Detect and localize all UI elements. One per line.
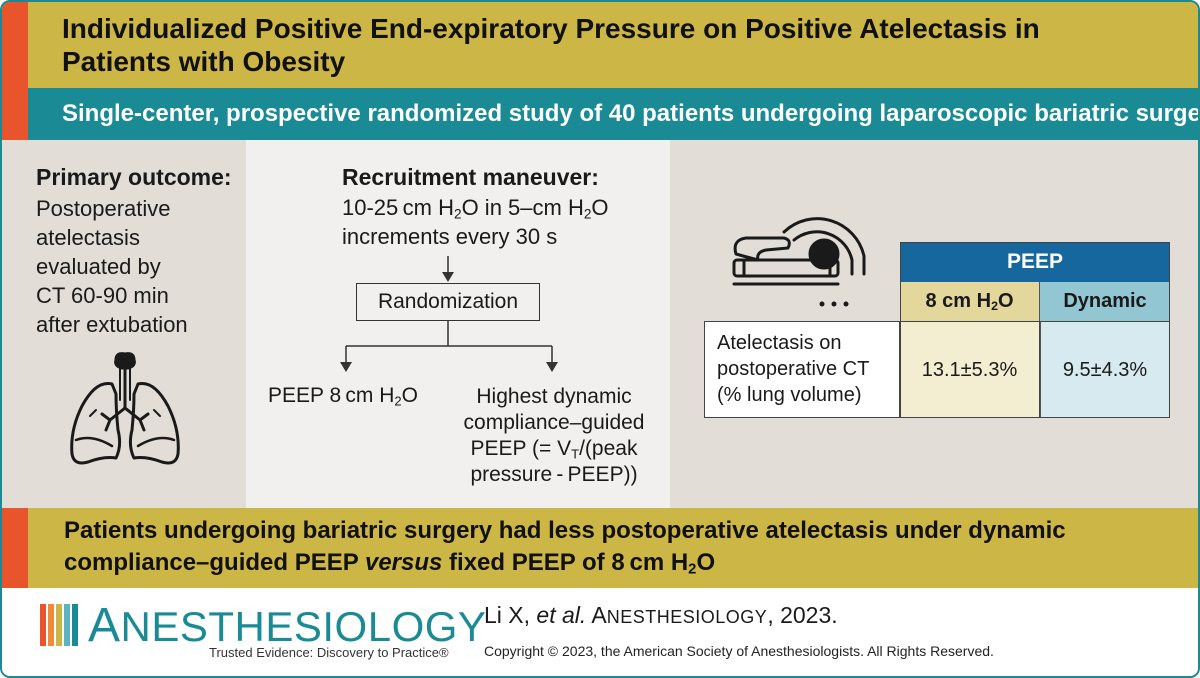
atelectasis-row-label: Atelectasis on postoperative CT (% lung … xyxy=(704,321,900,418)
journal-tagline: Trusted Evidence: Discovery to Practice® xyxy=(209,645,449,660)
lungs-icon xyxy=(70,352,180,465)
conclusion-line-1: Patients undergoing bariatric surgery ha… xyxy=(64,517,1066,544)
row-label-line: Atelectasis on xyxy=(717,332,842,354)
primary-outcome-panel: Primary outcome: Postoperative atelectas… xyxy=(2,140,246,508)
dynamic-arm-line: pressure - PEEP)) xyxy=(470,463,638,486)
title-band xyxy=(2,2,1198,88)
primary-outcome-line: after extubation xyxy=(36,312,188,337)
recruitment-increments: increments every 30 s xyxy=(342,224,558,249)
recruitment-heading: Recruitment maneuver: xyxy=(342,164,599,190)
row-label-line: (% lung volume) xyxy=(717,384,862,406)
journal-logo-icon xyxy=(40,604,78,646)
peep-group-header: PEEP xyxy=(900,242,1170,282)
subtitle-band: Single-center, prospective randomized st… xyxy=(28,88,1200,140)
copyright-notice: Copyright © 2023, the American Society o… xyxy=(484,643,994,659)
title-accent-bar xyxy=(2,2,28,140)
conclusion-accent-bar xyxy=(2,508,28,588)
randomization-box: Randomization xyxy=(356,283,540,321)
flow-arrows xyxy=(340,256,558,372)
conclusion-band xyxy=(2,508,1198,588)
journal-logo-wordmark: ANESTHESIOLOGY xyxy=(88,599,487,652)
dynamic-peep-column-header: Dynamic xyxy=(1040,282,1170,321)
recruitment-pressure-range: 10-25 cm H2O in 5–cm H2O xyxy=(342,195,609,222)
randomization-panel: Recruitment maneuver: 10-25 cm H2O in 5–… xyxy=(246,140,670,508)
fixed-peep-arm: PEEP 8 cm H2O xyxy=(268,384,418,409)
primary-outcome-line: evaluated by xyxy=(36,254,161,279)
primary-outcome-line: CT 60-90 min xyxy=(36,283,169,308)
citation: Li X, et al. ANESTHESIOLOGY, 2023. xyxy=(484,602,838,628)
dynamic-peep-value: 9.5±4.3% xyxy=(1040,321,1170,418)
dynamic-arm-line: Highest dynamic xyxy=(476,385,632,408)
results-panel: PEEP 8 cm H2O Dynamic Atelectasis on pos… xyxy=(670,140,1198,508)
dynamic-arm-line: compliance–guided xyxy=(463,411,645,434)
title-line-2: Patients with Obesity xyxy=(62,46,346,77)
primary-outcome-heading: Primary outcome: xyxy=(36,164,232,190)
page-title: Individualized Positive End-expiratory P… xyxy=(62,12,1172,78)
row-label-line: postoperative CT xyxy=(717,358,870,380)
study-description: Single-center, prospective randomized st… xyxy=(62,100,1200,127)
fixed-peep-value: 13.1±5.3% xyxy=(900,321,1040,418)
dynamic-arm-formula: PEEP (= VT/(peak xyxy=(470,437,638,462)
conclusion-line-2: compliance–guided PEEP versus fixed PEEP… xyxy=(64,549,716,578)
primary-outcome-line: atelectasis xyxy=(36,225,140,250)
primary-outcome-line: Postoperative xyxy=(36,196,171,221)
fixed-peep-column-header: 8 cm H2O xyxy=(900,282,1040,321)
footer: ANESTHESIOLOGY Trusted Evidence: Discove… xyxy=(2,588,1198,676)
ct-scanner-icon xyxy=(732,217,866,307)
dynamic-peep-arm: Highest dynamic compliance–guided PEEP (… xyxy=(446,384,662,488)
title-line-1: Individualized Positive End-expiratory P… xyxy=(62,13,1040,44)
